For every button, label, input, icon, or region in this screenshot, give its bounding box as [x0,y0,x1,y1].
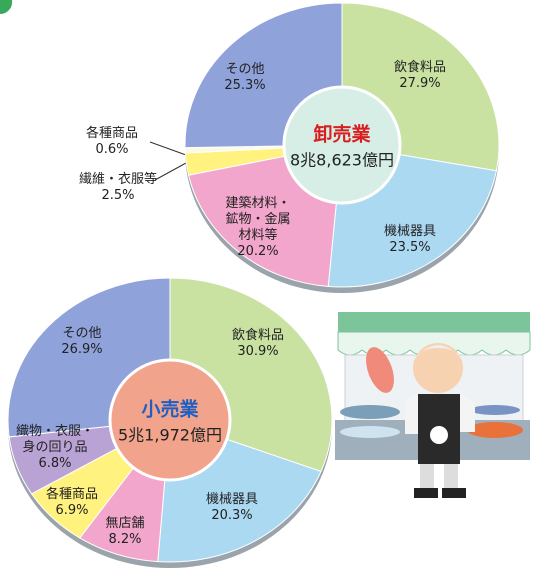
category-label: 無店舗 [105,516,145,531]
value-label: 8.2% [108,532,142,547]
value-label: 25.3% [224,78,266,93]
slice-label: その他 25.3% [224,62,265,94]
slice-label: 織物・衣服・ 身の回り品 6.8% [16,424,94,472]
value-label: 6.8% [38,456,72,471]
category-label: 織物・衣服・ 身の回り品 [15,424,95,455]
value-label: 2.5% [101,188,135,203]
category-label: 機械器具 [383,224,437,239]
leader-line [149,141,187,156]
slice-label: 飲食料品 27.9% [394,60,446,92]
center-total: 5兆1,972億円 [118,425,222,445]
category-label: 飲食料品 [231,328,285,343]
slice-label: 各種商品 0.6% [86,126,138,158]
category-label: 各種商品 [85,126,139,141]
slice-label: 繊維・衣服等 2.5% [79,172,157,204]
shopkeeper-illustration [335,312,531,498]
value-label: 6.9% [55,503,89,518]
category-label: 飲食料品 [393,60,447,75]
value-label: 23.5% [389,240,431,255]
category-label: 機械器具 [205,492,259,507]
slice-label: 飲食料品 30.9% [232,328,284,360]
value-label: 0.6% [95,142,129,157]
value-label: 20.2% [237,244,279,259]
slice-label: 建築材料・ 鉱物・金属 材料等 20.2% [225,196,290,260]
center-circle [108,358,232,482]
category-label: 建築材料・ 鉱物・金属 材料等 [225,196,291,243]
category-label: その他 [62,326,102,341]
category-label: 繊維・衣服等 [78,172,158,187]
slice-label: 無店舗 8.2% [105,516,144,548]
slice-label: 各種商品 6.9% [46,487,98,519]
slice-label: 機械器具 23.5% [384,224,436,256]
slice-label: 機械器具 20.3% [206,492,258,524]
center-label: 小売業 5兆1,972億円 [118,395,222,446]
value-label: 20.3% [211,508,253,523]
center-circle [282,85,402,205]
value-label: 30.9% [237,344,279,359]
center-title: 小売業 [141,398,199,421]
category-label: 各種商品 [45,487,99,502]
slice-label: その他 26.9% [61,326,102,358]
corner-mark [0,0,13,15]
leader-line [154,162,187,181]
value-label: 27.9% [399,76,441,91]
value-label: 26.9% [61,342,103,357]
center-label: 卸売業 8兆8,623億円 [290,120,394,171]
category-label: その他 [225,62,265,77]
center-total: 8兆8,623億円 [290,150,394,170]
center-title: 卸売業 [313,123,371,146]
